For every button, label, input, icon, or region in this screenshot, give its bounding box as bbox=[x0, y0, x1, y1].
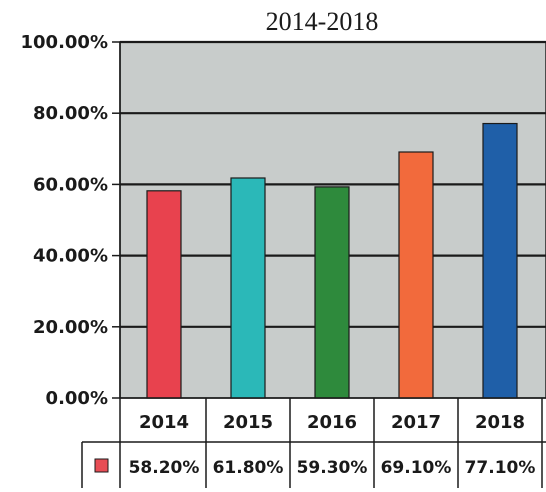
y-tick-label: 0.00% bbox=[46, 388, 108, 409]
y-tick-label: 80.00% bbox=[33, 103, 108, 124]
x-category-label: 2014 bbox=[139, 412, 189, 433]
bar-2017 bbox=[398, 151, 434, 399]
bars bbox=[146, 122, 518, 399]
data-value-label: 61.80% bbox=[213, 458, 284, 478]
x-category-label: 2017 bbox=[391, 412, 441, 433]
data-table: 2014 2015 2016 2017 2018 58.20% 61.80% 59.30% 69… bbox=[81, 397, 546, 488]
data-value-label: 58.20% bbox=[129, 458, 200, 478]
bar-2015 bbox=[230, 177, 266, 399]
bar-2016 bbox=[314, 186, 350, 399]
data-value-label: 69.10% bbox=[381, 458, 452, 478]
x-category-label: 2018 bbox=[475, 412, 525, 433]
data-value-label: 59.30% bbox=[297, 458, 368, 478]
data-value-label: 77.10% bbox=[465, 458, 536, 478]
bar-2018 bbox=[482, 122, 518, 399]
legend-key-swatch bbox=[94, 458, 109, 473]
y-tick-label: 20.00% bbox=[33, 317, 108, 338]
y-axis: 0.00% 20.00% 40.00% 60.00% 80.00% 100.00% bbox=[21, 32, 121, 488]
y-tick-label: 40.00% bbox=[33, 246, 108, 267]
x-category-label: 2015 bbox=[223, 412, 273, 433]
x-category-label: 2016 bbox=[307, 412, 357, 433]
y-tick-label: 60.00% bbox=[33, 174, 108, 195]
chart-title: 2014-2018 bbox=[266, 7, 379, 36]
y-tick-label: 100.00% bbox=[21, 32, 109, 53]
bar-2014 bbox=[146, 190, 182, 399]
